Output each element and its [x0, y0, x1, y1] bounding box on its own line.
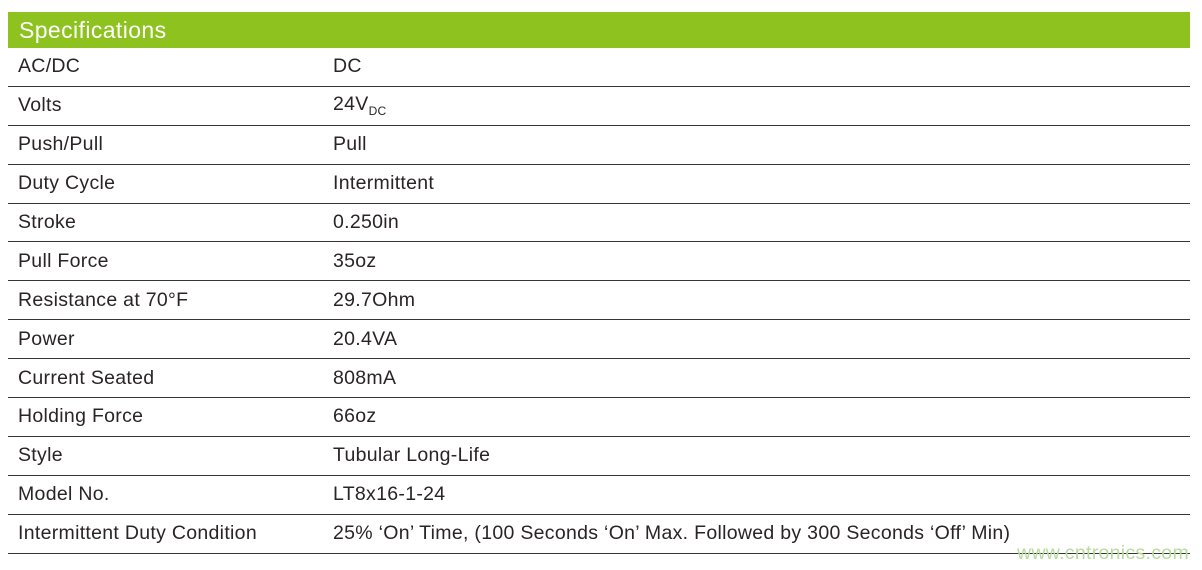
spec-value: Pull	[333, 133, 367, 156]
spec-value: 29.7Ohm	[333, 288, 416, 311]
table-row-acdc: AC/DC DC	[8, 48, 1190, 87]
spec-label: Duty Cycle	[18, 172, 116, 195]
spec-value: Tubular Long-Life	[333, 444, 491, 467]
spec-label: Power	[18, 327, 75, 350]
spec-value: 808mA	[333, 366, 397, 389]
spec-label: Current Seated	[18, 366, 155, 389]
spec-value: 25% ‘On’ Time, (100 Seconds ‘On’ Max. Fo…	[333, 522, 1011, 545]
table-row-current-seated: Current Seated 808mA	[8, 359, 1190, 399]
spec-value: Intermittent	[333, 172, 435, 195]
spec-label: Stroke	[18, 211, 77, 233]
spec-value: 66oz	[333, 405, 377, 428]
spec-label: Holding Force	[18, 405, 144, 428]
spec-value: 0.250in	[333, 211, 400, 233]
section-title: Specifications	[19, 16, 167, 43]
table-row-duty-cycle: Duty Cycle Intermittent	[8, 165, 1190, 204]
spec-label: Model No.	[18, 483, 110, 506]
table-row-model-no: Model No. LT8x16-1-24	[8, 476, 1190, 515]
spec-label: Volts	[18, 94, 62, 117]
spec-label: Resistance at 70°F	[18, 288, 189, 311]
spec-label: Push/Pull	[18, 133, 104, 156]
table-row-pushpull: Push/Pull Pull	[8, 126, 1190, 165]
spec-value-subscript: DC	[368, 104, 387, 119]
spec-value: DC	[333, 55, 362, 78]
table-row-resistance: Resistance at 70°F 29.7Ohm	[8, 281, 1190, 321]
table-row-stroke: Stroke 0.250in	[8, 204, 1190, 243]
specifications-section: Specifications AC/DC DC Volts 24VDC Push…	[8, 12, 1190, 554]
spec-value: LT8x16-1-24	[333, 483, 446, 506]
section-header: Specifications	[8, 12, 1190, 48]
specifications-table: AC/DC DC Volts 24VDC Push/Pull Pull Duty…	[8, 48, 1190, 554]
table-row-holding-force: Holding Force 66oz	[8, 398, 1190, 437]
spec-label: Pull Force	[18, 249, 109, 272]
table-row-power: Power 20.4VA	[8, 320, 1190, 360]
spec-label: AC/DC	[18, 55, 81, 78]
spec-value: 20.4VA	[333, 327, 398, 350]
table-row-volts: Volts 24VDC	[8, 87, 1190, 126]
spec-value: 24VDC	[333, 93, 1190, 118]
table-row-intermittent-duty: Intermittent Duty Condition 25% ‘On’ Tim…	[8, 515, 1190, 554]
table-row-pull-force: Pull Force 35oz	[8, 242, 1190, 282]
spec-label: Style	[18, 444, 63, 467]
spec-value-main: 24V	[333, 93, 369, 116]
table-row-style: Style Tubular Long-Life	[8, 437, 1190, 476]
watermark: www.cntronics.com	[1017, 542, 1189, 564]
spec-value: 35oz	[333, 249, 377, 272]
spec-label: Intermittent Duty Condition	[18, 522, 257, 545]
